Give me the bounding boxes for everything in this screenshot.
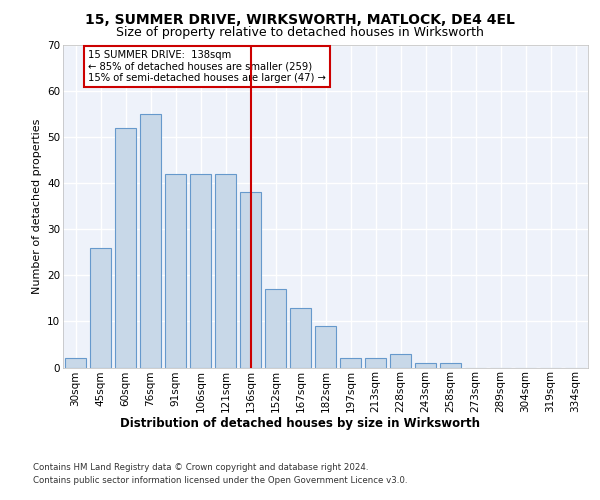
Text: Size of property relative to detached houses in Wirksworth: Size of property relative to detached ho…	[116, 26, 484, 39]
Bar	[165, 174, 186, 368]
Bar	[365, 358, 386, 368]
Bar	[240, 192, 261, 368]
Text: 15 SUMMER DRIVE:  138sqm
← 85% of detached houses are smaller (259)
15% of semi-: 15 SUMMER DRIVE: 138sqm ← 85% of detache…	[88, 50, 326, 83]
Bar	[140, 114, 161, 368]
Text: Distribution of detached houses by size in Wirksworth: Distribution of detached houses by size …	[120, 418, 480, 430]
Bar	[390, 354, 411, 368]
Bar	[115, 128, 136, 368]
Bar	[90, 248, 111, 368]
Bar	[415, 363, 436, 368]
Text: 15, SUMMER DRIVE, WIRKSWORTH, MATLOCK, DE4 4EL: 15, SUMMER DRIVE, WIRKSWORTH, MATLOCK, D…	[85, 12, 515, 26]
Text: Contains public sector information licensed under the Open Government Licence v3: Contains public sector information licen…	[33, 476, 407, 485]
Bar	[290, 308, 311, 368]
Bar	[265, 289, 286, 368]
Bar	[315, 326, 336, 368]
Text: Contains HM Land Registry data © Crown copyright and database right 2024.: Contains HM Land Registry data © Crown c…	[33, 462, 368, 471]
Bar	[65, 358, 86, 368]
Bar	[215, 174, 236, 368]
Bar	[190, 174, 211, 368]
Bar	[340, 358, 361, 368]
Y-axis label: Number of detached properties: Number of detached properties	[32, 118, 41, 294]
Bar	[440, 363, 461, 368]
